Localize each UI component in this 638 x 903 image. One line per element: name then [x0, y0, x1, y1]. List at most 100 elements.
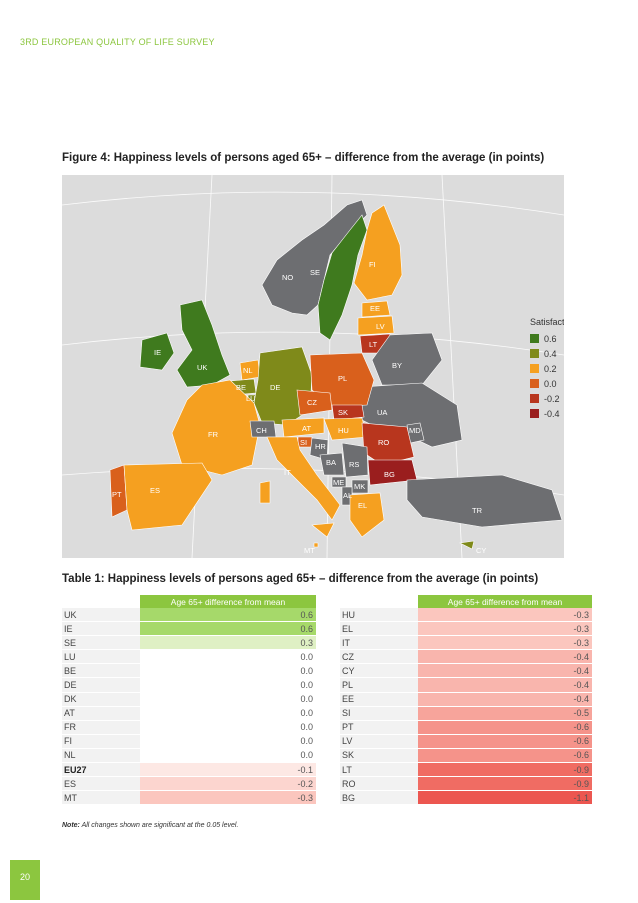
table-row: FI 0.0 — [62, 734, 316, 749]
table-row: UK 0.6 — [62, 608, 316, 623]
table-row: EL -0.3 — [340, 621, 592, 637]
legend-item: 0.2 — [530, 361, 564, 376]
country-label-de: DE — [270, 383, 280, 392]
country-cell: IE — [62, 621, 140, 637]
legend-label: 0.4 — [544, 348, 557, 359]
country-label-tr: TR — [472, 506, 483, 515]
country-label-mt: MT — [304, 546, 315, 555]
table-row: HU -0.3 — [340, 608, 592, 623]
value-cell: 0.6 — [140, 621, 316, 637]
country-cell: AT — [62, 706, 140, 721]
table-row: BE 0.0 — [62, 663, 316, 679]
legend-swatch — [530, 409, 539, 418]
table-row: LT -0.9 — [340, 762, 592, 778]
value-cell: -1.1 — [418, 790, 592, 806]
value-cell: 0.0 — [140, 720, 316, 735]
legend-item: 0.0 — [530, 376, 564, 391]
country-cz — [296, 389, 333, 416]
country-label-hu: HU — [338, 426, 349, 435]
table-note: Note: All changes shown are significant … — [62, 822, 238, 829]
country-label-bg: BG — [384, 470, 395, 479]
value-cell: 0.0 — [140, 734, 316, 749]
table-row: EE -0.4 — [340, 692, 592, 707]
table-row: NL 0.0 — [62, 748, 316, 764]
country-at — [281, 417, 325, 438]
country-label-by: BY — [392, 361, 402, 370]
country-label-me: ME — [333, 478, 344, 487]
legend-item: 0.6 — [530, 331, 564, 346]
value-cell: 0.3 — [140, 635, 316, 651]
table-row: PT -0.6 — [340, 720, 592, 735]
table-row: SI -0.5 — [340, 706, 592, 721]
country-label-lv: LV — [376, 322, 385, 331]
value-cell: 0.0 — [140, 692, 316, 707]
table-row: SE 0.3 — [62, 635, 316, 651]
country-label-ro: RO — [378, 438, 389, 447]
legend-swatch — [530, 379, 539, 388]
country-label-it: IT — [284, 468, 291, 477]
legend-swatch — [530, 394, 539, 403]
value-cell: -0.4 — [418, 677, 592, 693]
country-el — [349, 492, 385, 538]
country-ee — [361, 300, 391, 318]
country-it-sicily — [311, 522, 335, 538]
value-cell: -0.3 — [140, 790, 316, 806]
table-row: LV -0.6 — [340, 734, 592, 749]
value-cell: 0.0 — [140, 677, 316, 693]
country-cell: MT — [62, 790, 140, 806]
value-cell: 0.0 — [140, 748, 316, 764]
country-label-be: BE — [236, 383, 246, 392]
value-cell: -0.6 — [418, 734, 592, 749]
table-row: AT 0.0 — [62, 706, 316, 721]
value-cell: 0.0 — [140, 663, 316, 679]
value-cell: 0.6 — [140, 608, 316, 623]
page-number: 20 — [10, 860, 40, 900]
country-label-ie: IE — [154, 348, 161, 357]
country-label-ch: CH — [256, 426, 267, 435]
country-label-hr: HR — [315, 442, 326, 451]
value-cell: -0.9 — [418, 762, 592, 778]
country-sk — [331, 404, 365, 421]
table-row: MT -0.3 — [62, 790, 316, 806]
country-label-al: AL — [343, 491, 352, 500]
running-header: 3RD EUROPEAN QUALITY OF LIFE SURVEY — [20, 37, 215, 47]
country-label-si: SI — [300, 438, 307, 447]
legend-label: 0.2 — [544, 363, 557, 374]
table-right: Age 65+ difference from mean HU -0.3 EL -0.… — [340, 595, 592, 806]
country-cell: PL — [340, 677, 418, 693]
note-label: Note: — [62, 822, 80, 829]
legend-swatch — [530, 364, 539, 373]
country-cell: EU27 — [62, 762, 140, 778]
country-label-ua: UA — [377, 408, 387, 417]
country-label-md: MD — [409, 426, 421, 435]
header-blank — [340, 595, 418, 608]
country-cell: CZ — [340, 649, 418, 665]
country-rs — [341, 442, 369, 478]
country-cell: SE — [62, 635, 140, 651]
legend-label: -0.2 — [544, 393, 560, 404]
table-row: IE 0.6 — [62, 621, 316, 637]
country-cell: SK — [340, 748, 418, 764]
note-text: All changes shown are significant at the… — [79, 822, 239, 829]
table-row: SK -0.6 — [340, 748, 592, 764]
country-ba — [319, 452, 345, 476]
table-row: PL -0.4 — [340, 677, 592, 693]
country-label-pt: PT — [112, 490, 122, 499]
country-label-pl: PL — [338, 374, 347, 383]
legend-swatch — [530, 349, 539, 358]
value-cell: -0.5 — [418, 706, 592, 721]
country-label-rs: RS — [349, 460, 359, 469]
country-label-sk: SK — [338, 408, 348, 417]
country-cell: DK — [62, 692, 140, 707]
country-cell: UK — [62, 608, 140, 623]
legend-item: -0.4 — [530, 406, 564, 421]
country-cy — [459, 540, 475, 550]
legend-item: 0.4 — [530, 346, 564, 361]
table-row: RO -0.9 — [340, 776, 592, 792]
country-fi — [353, 204, 403, 301]
value-cell: -0.3 — [418, 635, 592, 651]
country-label-fi: FI — [369, 260, 376, 269]
country-it — [266, 436, 341, 521]
